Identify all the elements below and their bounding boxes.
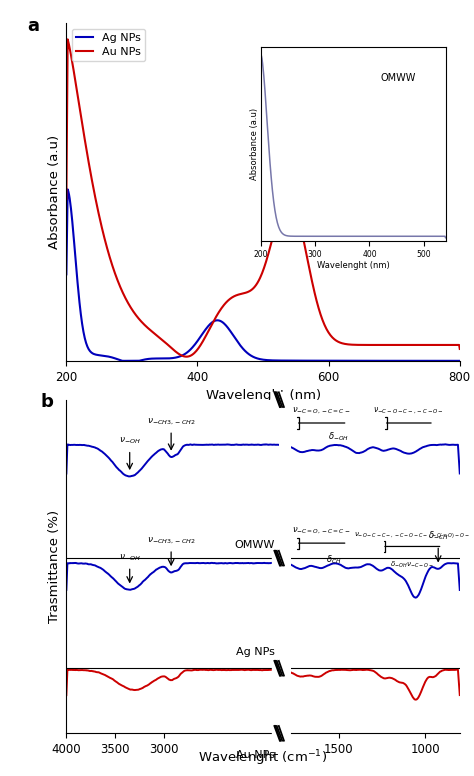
Ag NPs <box>64 270 69 279</box>
Text: $\nu_{-OH}$: $\nu_{-OH}$ <box>119 553 141 563</box>
Ag NPs <box>243 347 248 356</box>
Text: $\delta_{-OH}$: $\delta_{-OH}$ <box>328 431 349 443</box>
Au NPs <box>65 35 71 44</box>
Text: Ag NPs: Ag NPs <box>236 646 275 656</box>
Text: $\delta_{-OH}\nu_{-C-O-}$: $\delta_{-OH}\nu_{-C-O-}$ <box>390 559 434 570</box>
Au NPs <box>361 341 367 350</box>
Text: b: b <box>41 393 54 411</box>
X-axis label: Wavelenght (nm): Wavelenght (nm) <box>206 389 320 402</box>
Text: $\nu_{-CH3,-CH2}$: $\nu_{-CH3,-CH2}$ <box>146 417 196 427</box>
Text: $\nu_{-O-C-C-,-C-O-C-,-C(=O)-O-}$: $\nu_{-O-C-C-,-C-O-C-,-C(=O)-O-}$ <box>354 530 470 540</box>
Text: Au NPs: Au NPs <box>236 750 275 760</box>
Ag NPs <box>361 356 367 365</box>
Text: $\nu_{-CH3,-CH2}$: $\nu_{-CH3,-CH2}$ <box>146 535 196 546</box>
Text: $\nu_{-C=O,-C=C-}$: $\nu_{-C=O,-C=C-}$ <box>292 526 351 536</box>
Au NPs <box>64 194 69 203</box>
Line: Ag NPs: Ag NPs <box>66 189 460 361</box>
Y-axis label: Trasmittance (%): Trasmittance (%) <box>48 510 61 623</box>
Au NPs <box>457 345 463 354</box>
Text: $\nu_{-C-O-C-,-C-O-}$: $\nu_{-C-O-C-,-C-O-}$ <box>374 406 444 416</box>
Y-axis label: Absorbance (a.u): Absorbance (a.u) <box>48 135 61 249</box>
Text: Wavelenght (cm$^{-1}$): Wavelenght (cm$^{-1}$) <box>199 749 328 768</box>
Text: $\delta_{CH}$: $\delta_{CH}$ <box>326 554 341 566</box>
Text: OMWW: OMWW <box>381 74 416 84</box>
Ag NPs <box>135 356 140 365</box>
Au NPs <box>165 341 171 350</box>
Text: $\nu_{-C=O,-C=C-}$: $\nu_{-C=O,-C=C-}$ <box>292 406 351 416</box>
Au NPs <box>184 352 190 362</box>
X-axis label: Wavelenght (nm): Wavelenght (nm) <box>317 261 390 270</box>
Ag NPs <box>65 185 71 194</box>
Ag NPs <box>120 356 126 365</box>
Au NPs <box>134 311 139 320</box>
Text: $\nu_{-OH}$: $\nu_{-OH}$ <box>119 436 141 446</box>
Text: OMWW: OMWW <box>235 540 275 549</box>
Au NPs <box>243 288 248 297</box>
Text: $\delta_{-CH}$: $\delta_{-CH}$ <box>428 529 448 542</box>
Y-axis label: Absorbance (a.u): Absorbance (a.u) <box>250 108 259 179</box>
Au NPs <box>297 217 302 227</box>
Ag NPs <box>328 356 333 365</box>
Line: Au NPs: Au NPs <box>66 40 460 357</box>
Au NPs <box>328 331 333 340</box>
Legend: Ag NPs, Au NPs: Ag NPs, Au NPs <box>72 29 145 61</box>
Ag NPs <box>166 354 172 363</box>
Ag NPs <box>457 356 463 365</box>
Text: a: a <box>27 16 39 34</box>
Ag NPs <box>297 356 302 365</box>
